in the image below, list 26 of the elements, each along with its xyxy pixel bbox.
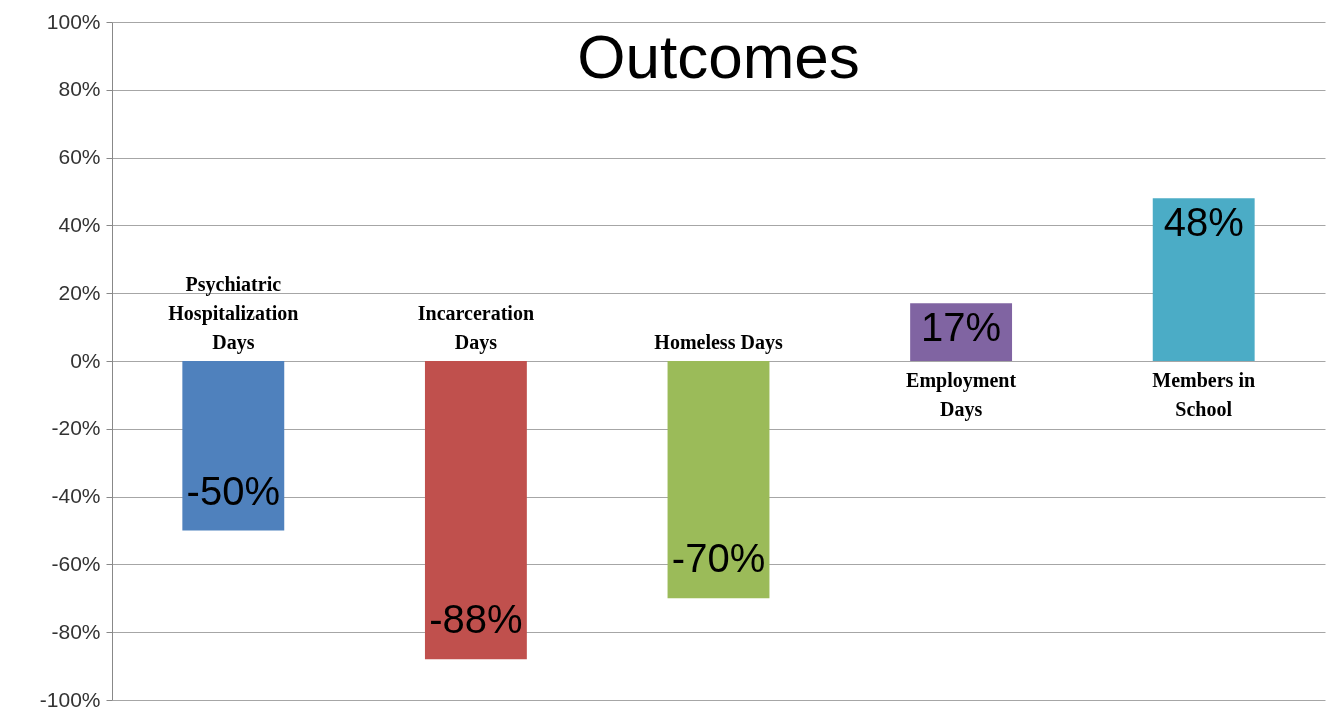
data-label: 48% bbox=[1163, 200, 1244, 245]
y-tick-label: 20% bbox=[58, 280, 101, 304]
data-label: -88% bbox=[429, 597, 523, 642]
y-tick-label: -80% bbox=[51, 619, 101, 643]
y-tick-label: -100% bbox=[39, 687, 101, 711]
bar bbox=[1152, 198, 1255, 361]
x-tick-label: Members in School bbox=[1152, 369, 1256, 420]
bar bbox=[667, 361, 770, 599]
y-tick-label: -60% bbox=[51, 551, 101, 575]
bar bbox=[182, 361, 285, 531]
y-tick-label: -40% bbox=[51, 484, 101, 508]
data-label: 17% bbox=[921, 305, 1002, 350]
y-tick-label: -20% bbox=[51, 416, 101, 440]
data-label: -70% bbox=[671, 536, 766, 581]
x-tick-label: Incarceration Days bbox=[417, 302, 535, 354]
x-tick-label: Employment Days bbox=[906, 369, 1017, 421]
y-tick-label: 60% bbox=[58, 145, 101, 169]
x-tick-label: Psychiatric Hospitalization Days bbox=[168, 273, 299, 354]
x-tick-label: Homeless Days bbox=[654, 331, 783, 354]
chart-title: Outcomes bbox=[577, 22, 860, 91]
bar bbox=[424, 361, 527, 660]
y-tick-label: 80% bbox=[58, 77, 101, 101]
y-tick-label: 0% bbox=[70, 348, 101, 372]
data-label: -50% bbox=[186, 468, 280, 513]
y-tick-label: 40% bbox=[58, 212, 101, 236]
y-tick-label: 100% bbox=[46, 9, 101, 33]
